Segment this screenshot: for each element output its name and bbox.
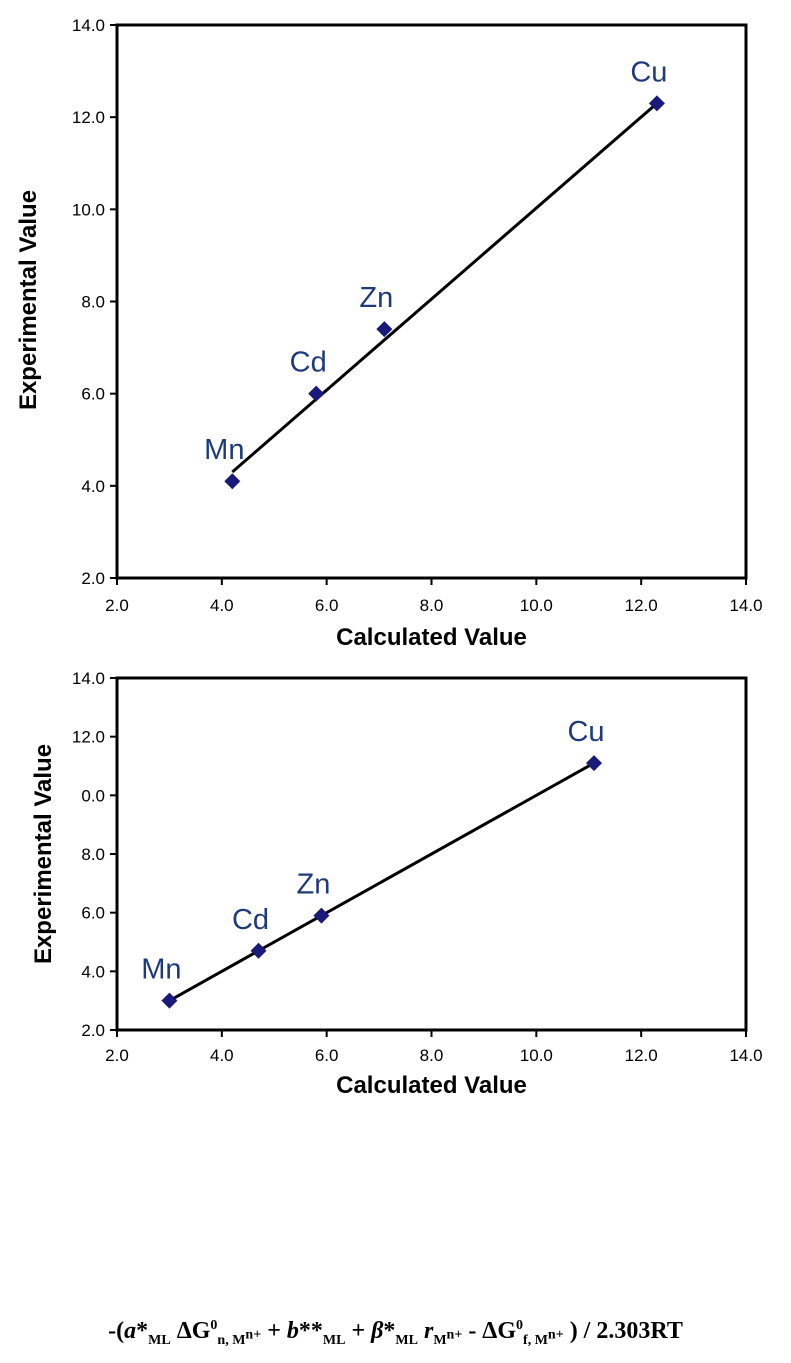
- chart1-y-tick-label: 2.0: [81, 569, 105, 588]
- chart2-point-cd: [250, 942, 267, 959]
- chart2-y-tick-label: 8.0: [81, 845, 105, 864]
- chart1-y-tick-label: 6.0: [81, 385, 105, 404]
- chart1-point-cu: [648, 95, 665, 112]
- chart1-y-tick-label: 12.0: [72, 108, 105, 127]
- chart1-point-mn: [224, 473, 241, 490]
- chart-bottom: 2.0 4.0 6.0 8.0 10.0 12.0 14.0 2.0 4.0 6.0 8.0 0.0 1…: [30, 669, 763, 1099]
- chart1-y-tick-label: 10.0: [72, 200, 105, 219]
- chart2-point-label-cu: Cu: [567, 716, 604, 748]
- chart2-point-label-cd: Cd: [232, 904, 269, 936]
- chart1-x-tick-label: 6.0: [315, 596, 339, 615]
- chart2-point-zn: [313, 907, 330, 924]
- chart2-y-tick-label: 12.0: [72, 728, 105, 747]
- chart2-point-label-zn: Zn: [297, 869, 331, 901]
- chart1-x-axis-title: Calculated Value: [336, 624, 527, 651]
- chart1-point-label-mn: Mn: [204, 434, 244, 466]
- chart2-x-tick-label: 6.0: [315, 1046, 339, 1065]
- chart1-trendline: [231, 102, 658, 474]
- chart1-x-tick-label: 2.0: [105, 596, 129, 615]
- chart2-x-tick-label: 8.0: [420, 1046, 444, 1065]
- chart1-x-tick-label: 12.0: [625, 596, 658, 615]
- chart1-x-tick-label: 4.0: [210, 596, 234, 615]
- chart2-y-tick-label: 0.0: [81, 786, 105, 805]
- chart2-y-tick-label: 14.0: [72, 669, 105, 688]
- chart2-x-tick-label: 4.0: [210, 1046, 234, 1065]
- chart2-y-tick-label: 6.0: [81, 904, 105, 923]
- chart1-point-label-cd: Cd: [290, 347, 327, 379]
- chart2-point-cu: [585, 755, 602, 772]
- chart2-trendline: [168, 761, 595, 1002]
- chart1-y-tick-label: 4.0: [81, 477, 105, 496]
- chart2-y-axis-title: Experimental Value: [30, 744, 57, 964]
- chart1-y-axis-title: Experimental Value: [15, 190, 42, 410]
- chart2-y-tick-label: 2.0: [81, 1021, 105, 1040]
- chart1-x-tick-label: 14.0: [729, 596, 762, 615]
- chart2-x-axis-title: Calculated Value: [336, 1072, 527, 1099]
- chart2-point-label-mn: Mn: [141, 954, 181, 986]
- chart1-x-tick-label: 10.0: [520, 596, 553, 615]
- formula-caption: -(a*ML ΔG0n, Mn+ + b**ML + β*ML rMn+ - Δ…: [108, 1318, 683, 1348]
- chart1-point-cd: [308, 385, 325, 402]
- chart1-point-label-cu: Cu: [630, 56, 667, 88]
- chart2-y-tick-label: 4.0: [81, 962, 105, 981]
- chart2-x-tick-label: 2.0: [105, 1046, 129, 1065]
- chart-top: 2.0 4.0 6.0 8.0 10.0 12.0 14.0 2.0 4.0 6.0 8.0 10.0…: [15, 16, 763, 651]
- chart1-x-tick-label: 8.0: [420, 596, 444, 615]
- chart1-y-tick-label: 8.0: [81, 293, 105, 312]
- chart2-x-tick-label: 10.0: [520, 1046, 553, 1065]
- chart2-x-tick-label: 14.0: [729, 1046, 762, 1065]
- chart1-point-zn: [376, 321, 393, 338]
- chart2-x-tick-label: 12.0: [625, 1046, 658, 1065]
- chart2-point-mn: [161, 992, 178, 1009]
- chart1-point-label-zn: Zn: [359, 282, 393, 314]
- chart1-y-tick-label: 14.0: [72, 16, 105, 35]
